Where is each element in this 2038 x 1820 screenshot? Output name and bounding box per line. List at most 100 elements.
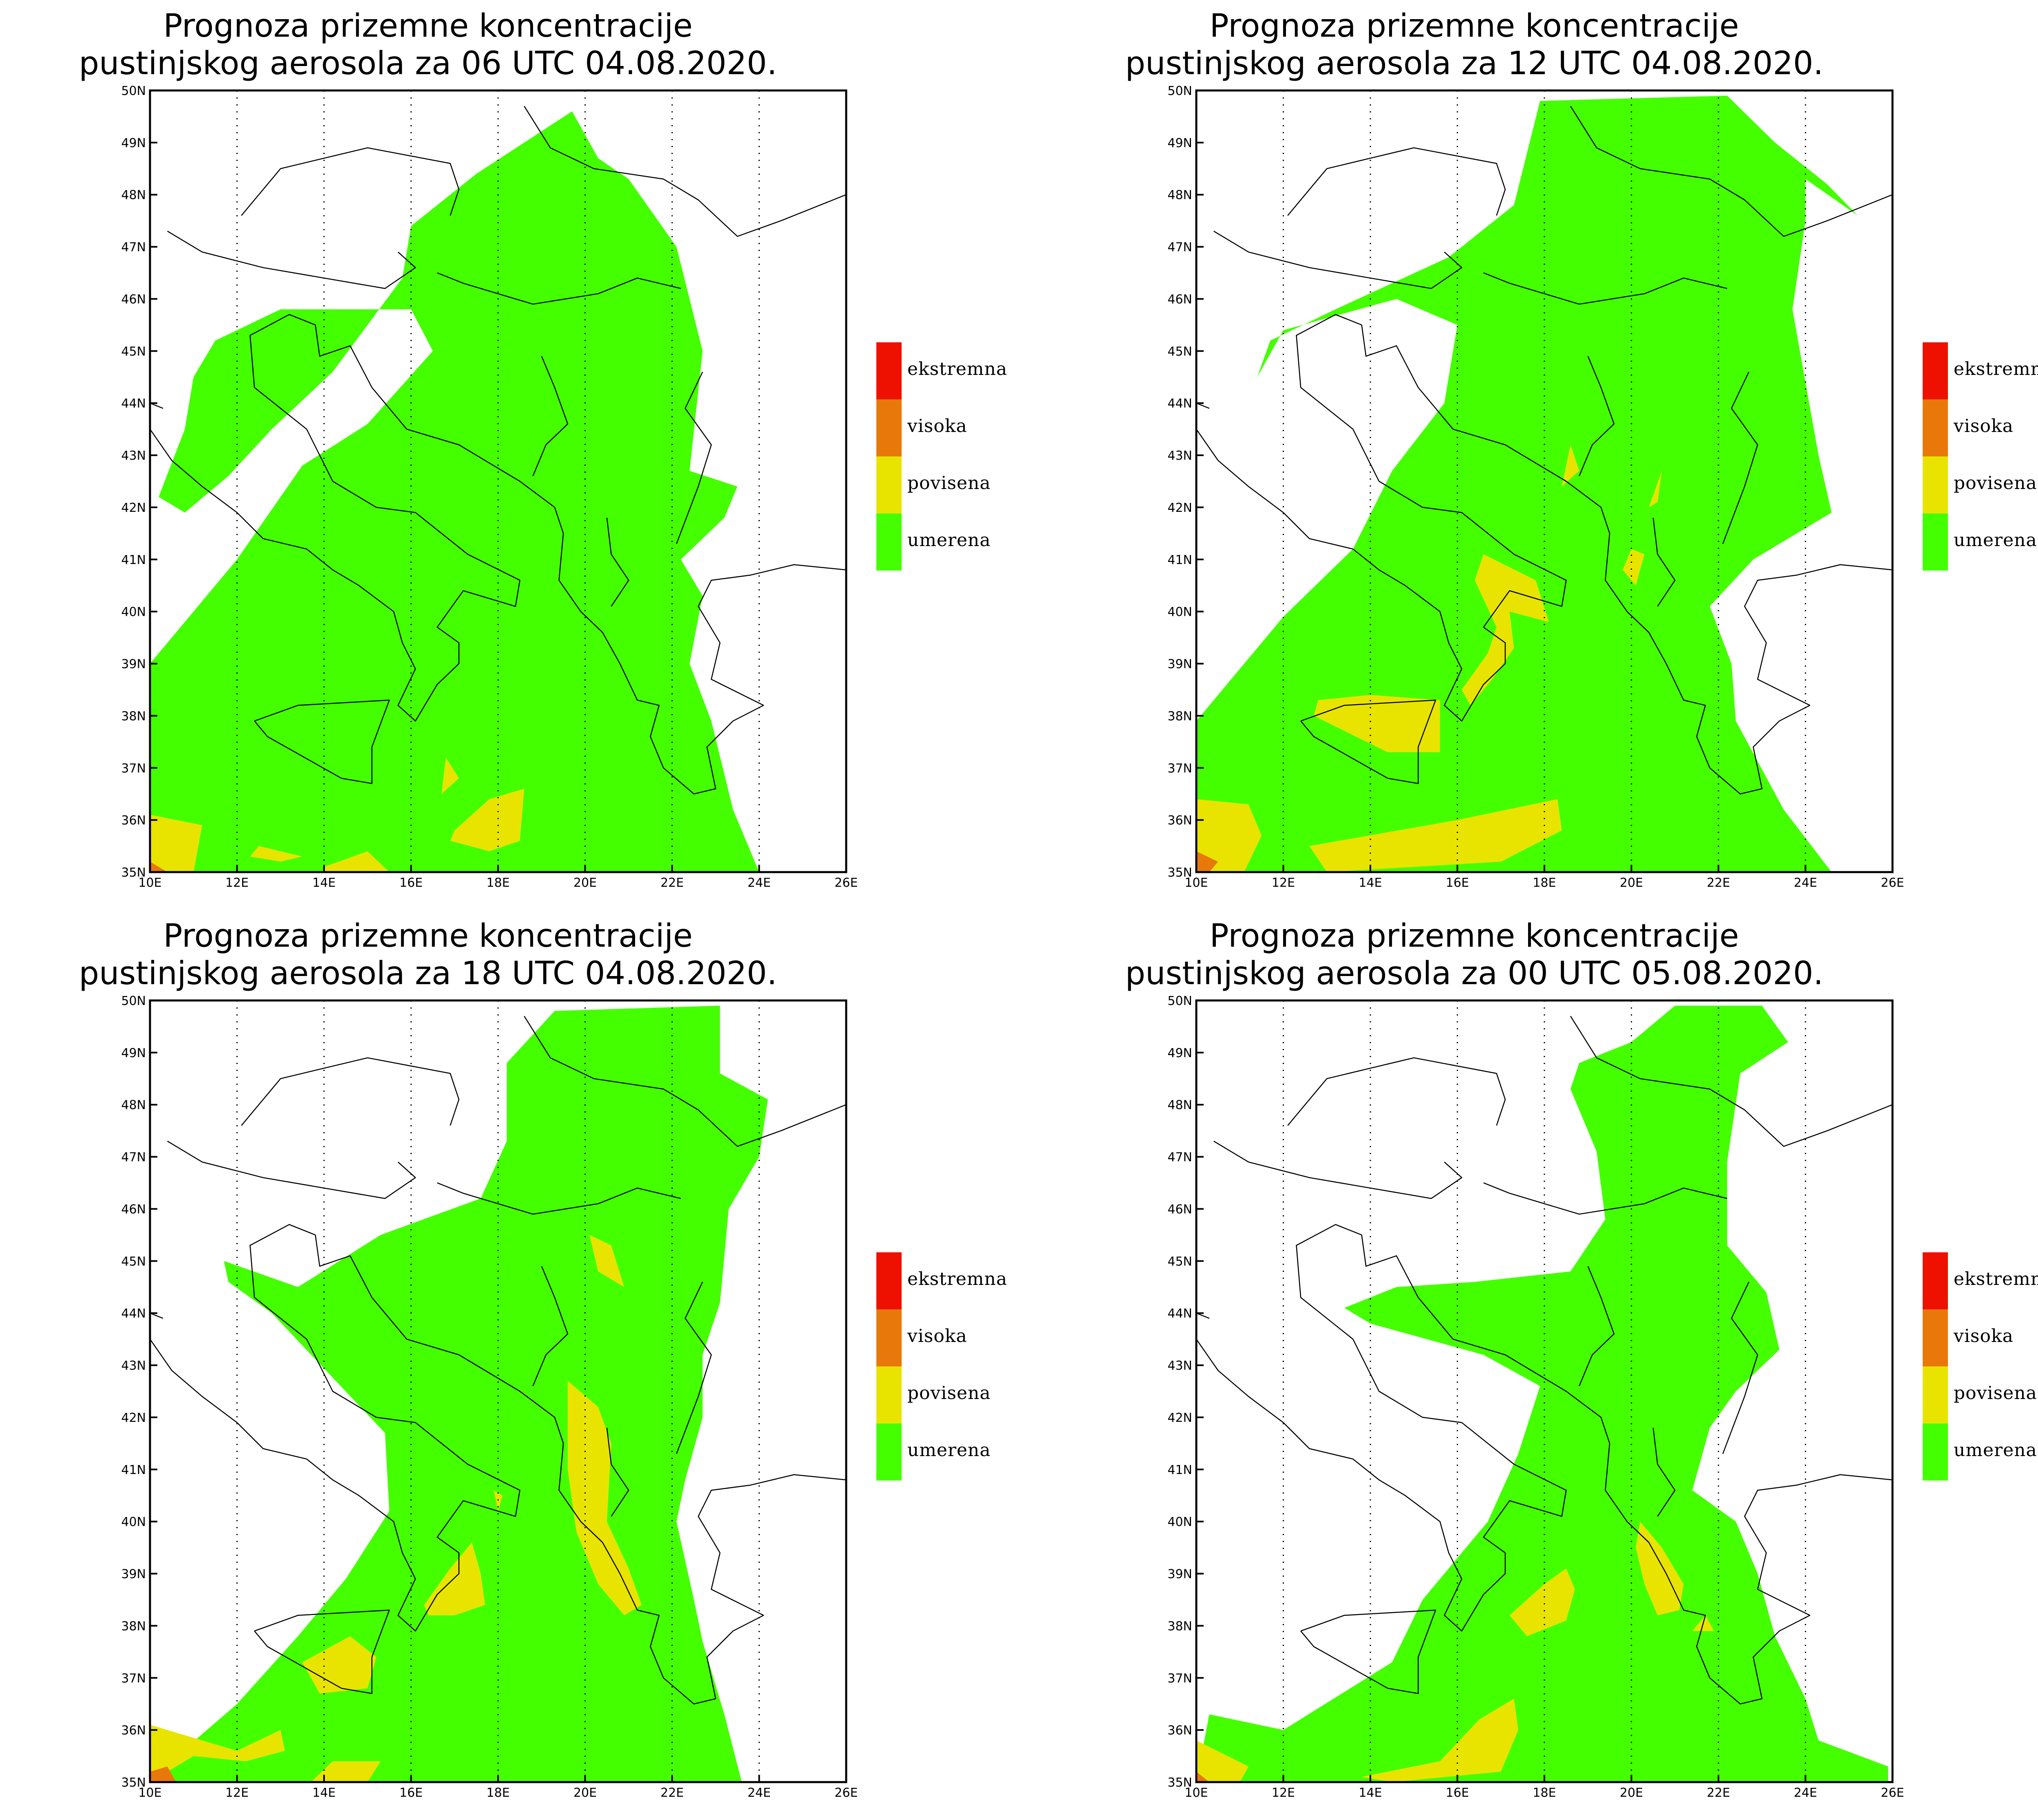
lon-tick-label: 16E xyxy=(399,876,423,890)
povisena-region xyxy=(441,757,459,794)
coastline-border xyxy=(1287,147,1506,216)
lon-tick-label: 12E xyxy=(1272,1786,1295,1800)
lat-tick-label: 43N xyxy=(1167,449,1192,463)
lon-tick-label: 16E xyxy=(399,1786,423,1800)
lat-tick-label: 40N xyxy=(1167,1515,1192,1529)
lat-tick-label: 42N xyxy=(1167,501,1192,515)
lon-tick-label: 24E xyxy=(1794,1786,1817,1800)
legend-label-visoka: visoka xyxy=(907,416,967,436)
lon-tick-label: 18E xyxy=(1533,1786,1556,1800)
lat-tick-label: 38N xyxy=(1167,709,1192,723)
concentration-legend: ekstremna visoka povisena umerena xyxy=(876,342,1048,571)
lat-tick-label: 50N xyxy=(121,994,146,1008)
legend-label-povisena: povisena xyxy=(907,473,991,494)
lat-tick-label: 36N xyxy=(121,1723,146,1738)
povisena-region xyxy=(567,1381,642,1615)
coastline-border xyxy=(1652,518,1676,607)
lon-tick-label: 14E xyxy=(312,1786,335,1800)
coastline-border xyxy=(1722,1281,1758,1454)
lon-tick-label: 20E xyxy=(573,1786,597,1800)
lon-tick-label: 10E xyxy=(138,1786,161,1800)
lon-tick-label: 18E xyxy=(486,876,510,890)
povisena-region xyxy=(302,1636,377,1694)
lat-tick-label: 45N xyxy=(121,1254,146,1269)
legend-swatch-umerena xyxy=(1923,513,1948,571)
umerena-region xyxy=(159,1005,768,1782)
coastline-border xyxy=(524,1016,846,1147)
lon-tick-label: 18E xyxy=(1533,876,1556,890)
legend-label-ekstremna: ekstremna xyxy=(907,1269,1008,1289)
lat-tick-label: 36N xyxy=(1167,813,1192,828)
lat-tick-label: 46N xyxy=(121,292,146,306)
lat-tick-label: 43N xyxy=(1167,1359,1192,1373)
lat-tick-label: 35N xyxy=(121,866,146,880)
lon-tick-label: 20E xyxy=(1620,876,1643,890)
visoka-region xyxy=(150,1766,176,1782)
lat-tick-label: 35N xyxy=(1167,866,1192,880)
legend-label-visoka: visoka xyxy=(907,1326,967,1346)
lat-tick-label: 41N xyxy=(121,553,146,567)
lon-tick-label: 22E xyxy=(660,876,684,890)
coastline-border xyxy=(1196,314,1892,795)
coastline-border xyxy=(167,231,416,289)
lon-tick-label: 20E xyxy=(573,876,597,890)
umerena-region xyxy=(1196,95,1858,872)
lon-tick-label: 26E xyxy=(834,1786,858,1800)
legend-swatch-ekstremna xyxy=(1923,342,1948,399)
legend-swatch-visoka xyxy=(1923,1309,1948,1366)
legend-label-povisena: povisena xyxy=(907,1383,991,1404)
povisena-region xyxy=(1509,1568,1575,1636)
coastline-border xyxy=(524,106,846,237)
lat-tick-label: 39N xyxy=(1167,657,1192,672)
legend-swatch-povisena xyxy=(1923,1366,1948,1423)
lon-tick-label: 22E xyxy=(1707,1786,1730,1800)
concentration-legend: ekstremna visoka povisena umerena xyxy=(1923,1252,2038,1481)
lon-tick-label: 20E xyxy=(1620,1786,1643,1800)
povisena-region xyxy=(324,851,390,872)
lat-tick-label: 36N xyxy=(1167,1723,1192,1738)
panel-title: Prognoza prizemne koncentracije pustinjs… xyxy=(0,7,856,82)
legend-swatch-visoka xyxy=(876,1309,902,1366)
povisena-region xyxy=(1562,445,1579,487)
forecast-panel-1: Prognoza prizemne koncentracije pustinjs… xyxy=(0,0,1046,910)
coastline-border xyxy=(1196,1313,1210,1319)
panel-title-line1: Prognoza prizemne koncentracije xyxy=(1209,918,1739,954)
lat-tick-label: 50N xyxy=(121,84,146,98)
povisena-region xyxy=(1623,549,1645,586)
lat-tick-label: 37N xyxy=(121,1671,146,1686)
coastline-border xyxy=(1300,1609,1436,1694)
lat-tick-label: 38N xyxy=(1167,1619,1192,1633)
lat-tick-label: 50N xyxy=(1167,994,1192,1008)
lat-tick-label: 37N xyxy=(121,761,146,776)
povisena-region xyxy=(424,1542,485,1615)
povisena-region xyxy=(250,846,302,862)
coastline-border xyxy=(676,1281,712,1454)
povisena-region xyxy=(150,1725,285,1782)
legend-label-umerena: umerena xyxy=(907,530,991,551)
lon-tick-label: 10E xyxy=(1184,876,1208,890)
lat-tick-label: 47N xyxy=(1167,240,1192,255)
concentration-map: 35N 36N 37N 38N 39N 40N 41N 42N 43N 44N 45N 46N 47N 4… xyxy=(1167,994,1904,1800)
umerena-region xyxy=(1196,1005,1888,1782)
coastline-border xyxy=(532,356,569,476)
coastline-border xyxy=(437,272,681,305)
coastline-border xyxy=(1196,403,1210,409)
legend-label-povisena: povisena xyxy=(1954,473,2037,494)
povisena-region xyxy=(1636,1521,1684,1615)
coastline-border xyxy=(606,518,629,607)
lat-tick-label: 45N xyxy=(1167,1254,1192,1269)
povisena-region xyxy=(1196,799,1262,872)
lat-tick-label: 46N xyxy=(1167,292,1192,306)
panel-title: Prognoza prizemne koncentracije pustinjs… xyxy=(1046,7,1902,82)
legend-label-umerena: umerena xyxy=(1954,530,2037,551)
legend-label-umerena: umerena xyxy=(1954,1440,2037,1461)
panel-title-line1: Prognoza prizemne koncentracije xyxy=(163,918,693,954)
lon-tick-label: 14E xyxy=(1359,1786,1382,1800)
povisena-region xyxy=(494,1490,503,1512)
legend-swatch-umerena xyxy=(876,513,902,571)
povisena-region xyxy=(450,789,525,851)
lon-tick-label: 26E xyxy=(1881,876,1904,890)
coastline-border xyxy=(1287,1057,1506,1126)
lon-tick-label: 24E xyxy=(748,876,771,890)
coastline-border xyxy=(241,147,460,216)
